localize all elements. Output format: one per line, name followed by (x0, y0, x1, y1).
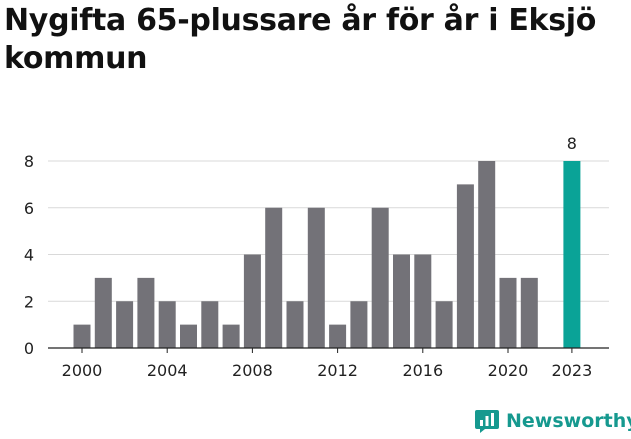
bar (222, 324, 240, 348)
x-tick-label: 2000 (62, 361, 103, 380)
x-tick-label: 2023 (552, 361, 593, 380)
bar (478, 161, 496, 348)
chart-title: Nygifta 65-plussare år för år i Eksjö ko… (4, 3, 597, 76)
bars (73, 161, 581, 348)
bar (350, 301, 368, 348)
data-label: 8 (567, 134, 577, 153)
bar (414, 254, 432, 348)
bar (520, 277, 538, 348)
bar (435, 301, 453, 348)
x-tick-label: 2004 (147, 361, 188, 380)
bar (180, 324, 197, 348)
bar (137, 277, 155, 348)
y-tick-label: 4 (24, 246, 34, 265)
bar (243, 254, 261, 348)
bar (286, 301, 304, 348)
bar-highlight (563, 161, 581, 348)
x-tick-label: 2020 (488, 361, 529, 380)
x-tick-label: 2012 (317, 361, 358, 380)
bar (116, 301, 134, 348)
data-labels: 8 (567, 134, 577, 153)
bar (329, 324, 347, 348)
x-tick-label: 2016 (402, 361, 443, 380)
bar (94, 277, 112, 348)
y-tick-label: 0 (24, 339, 34, 358)
y-tick-label: 6 (24, 199, 34, 218)
y-axis-ticks: 0 2 4 6 8 (24, 152, 34, 358)
bar-chart-speech-bubble-icon (475, 410, 499, 433)
brand-name: Newsworthy (506, 410, 631, 432)
bar (371, 207, 389, 348)
bar (265, 207, 283, 348)
y-tick-label: 2 (24, 292, 34, 311)
x-tick-label: 2008 (232, 361, 273, 380)
bar (307, 207, 325, 348)
brand: Newsworthy (474, 406, 631, 436)
bar (73, 324, 91, 348)
x-axis-ticks: 2000 2004 2008 2012 2016 2020 2023 (62, 348, 593, 380)
bar (158, 301, 176, 348)
bar (393, 254, 410, 348)
y-tick-label: 8 (24, 152, 34, 171)
bar (499, 277, 517, 348)
bar (201, 301, 219, 348)
bar (456, 184, 474, 348)
